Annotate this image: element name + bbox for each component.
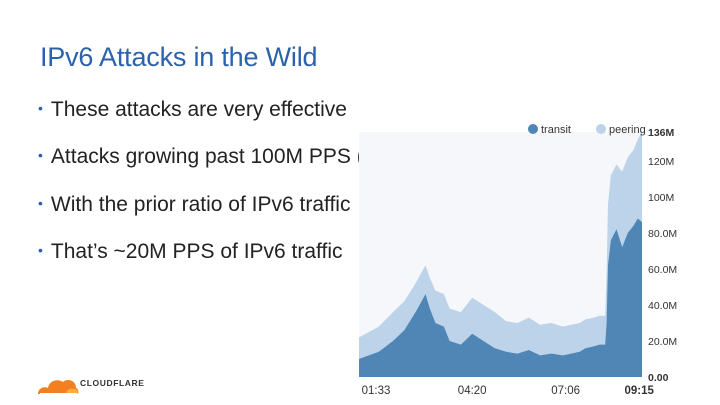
bullet-item: • That’s ~20M PPS of IPv6 traffic <box>38 240 343 264</box>
legend-label-peering: peering <box>609 124 646 136</box>
bullet-text: With the prior ratio of IPv6 traffic <box>50 193 351 216</box>
traffic-chart-svg: 0.00 20.0M 40.0M 60.0M 80.0M 100M 120M 136M 01:3… <box>359 124 677 397</box>
x-tick-label: 01:33 <box>362 385 391 397</box>
legend-label-transit: transit <box>541 124 571 136</box>
x-tick-label: 07:06 <box>551 385 580 397</box>
x-tick-label: 09:15 <box>624 385 654 397</box>
bullet-dot-icon: • <box>38 242 43 258</box>
legend-swatch-transit <box>528 124 538 134</box>
bullet-dot-icon: • <box>38 100 43 116</box>
x-tick-label: 04:20 <box>458 385 487 397</box>
bullet-item: • These attacks are very effective <box>38 98 347 122</box>
cloudflare-logo: CLOUDFLARE <box>36 370 144 400</box>
y-tick-label: 20.0M <box>648 336 677 348</box>
bullet-text: That’s ~20M PPS of IPv6 traffic <box>50 240 343 263</box>
y-tick-label: 100M <box>648 192 674 204</box>
y-tick-label: 0.00 <box>648 372 669 384</box>
series-area-transit <box>359 218 642 377</box>
logo-text: CLOUDFLARE <box>80 378 145 388</box>
slide-title: IPv6 Attacks in the Wild <box>40 42 318 72</box>
bullet-dot-icon: • <box>38 195 43 211</box>
bullet-item: • With the prior ratio of IPv6 traffic <box>38 193 350 217</box>
bullet-text: These attacks are very effective <box>50 98 347 121</box>
bullet-dot-icon: • <box>38 147 43 163</box>
traffic-chart: 0.00 20.0M 40.0M 60.0M 80.0M 100M 120M 136M 01:3… <box>355 112 720 405</box>
cloud-icon <box>38 380 79 395</box>
y-tick-label: 136M <box>648 127 675 139</box>
legend-swatch-peering <box>596 124 606 134</box>
y-tick-label: 80.0M <box>648 228 677 240</box>
y-tick-label: 40.0M <box>648 300 677 312</box>
y-tick-label: 60.0M <box>648 264 677 276</box>
y-tick-label: 120M <box>648 156 674 168</box>
